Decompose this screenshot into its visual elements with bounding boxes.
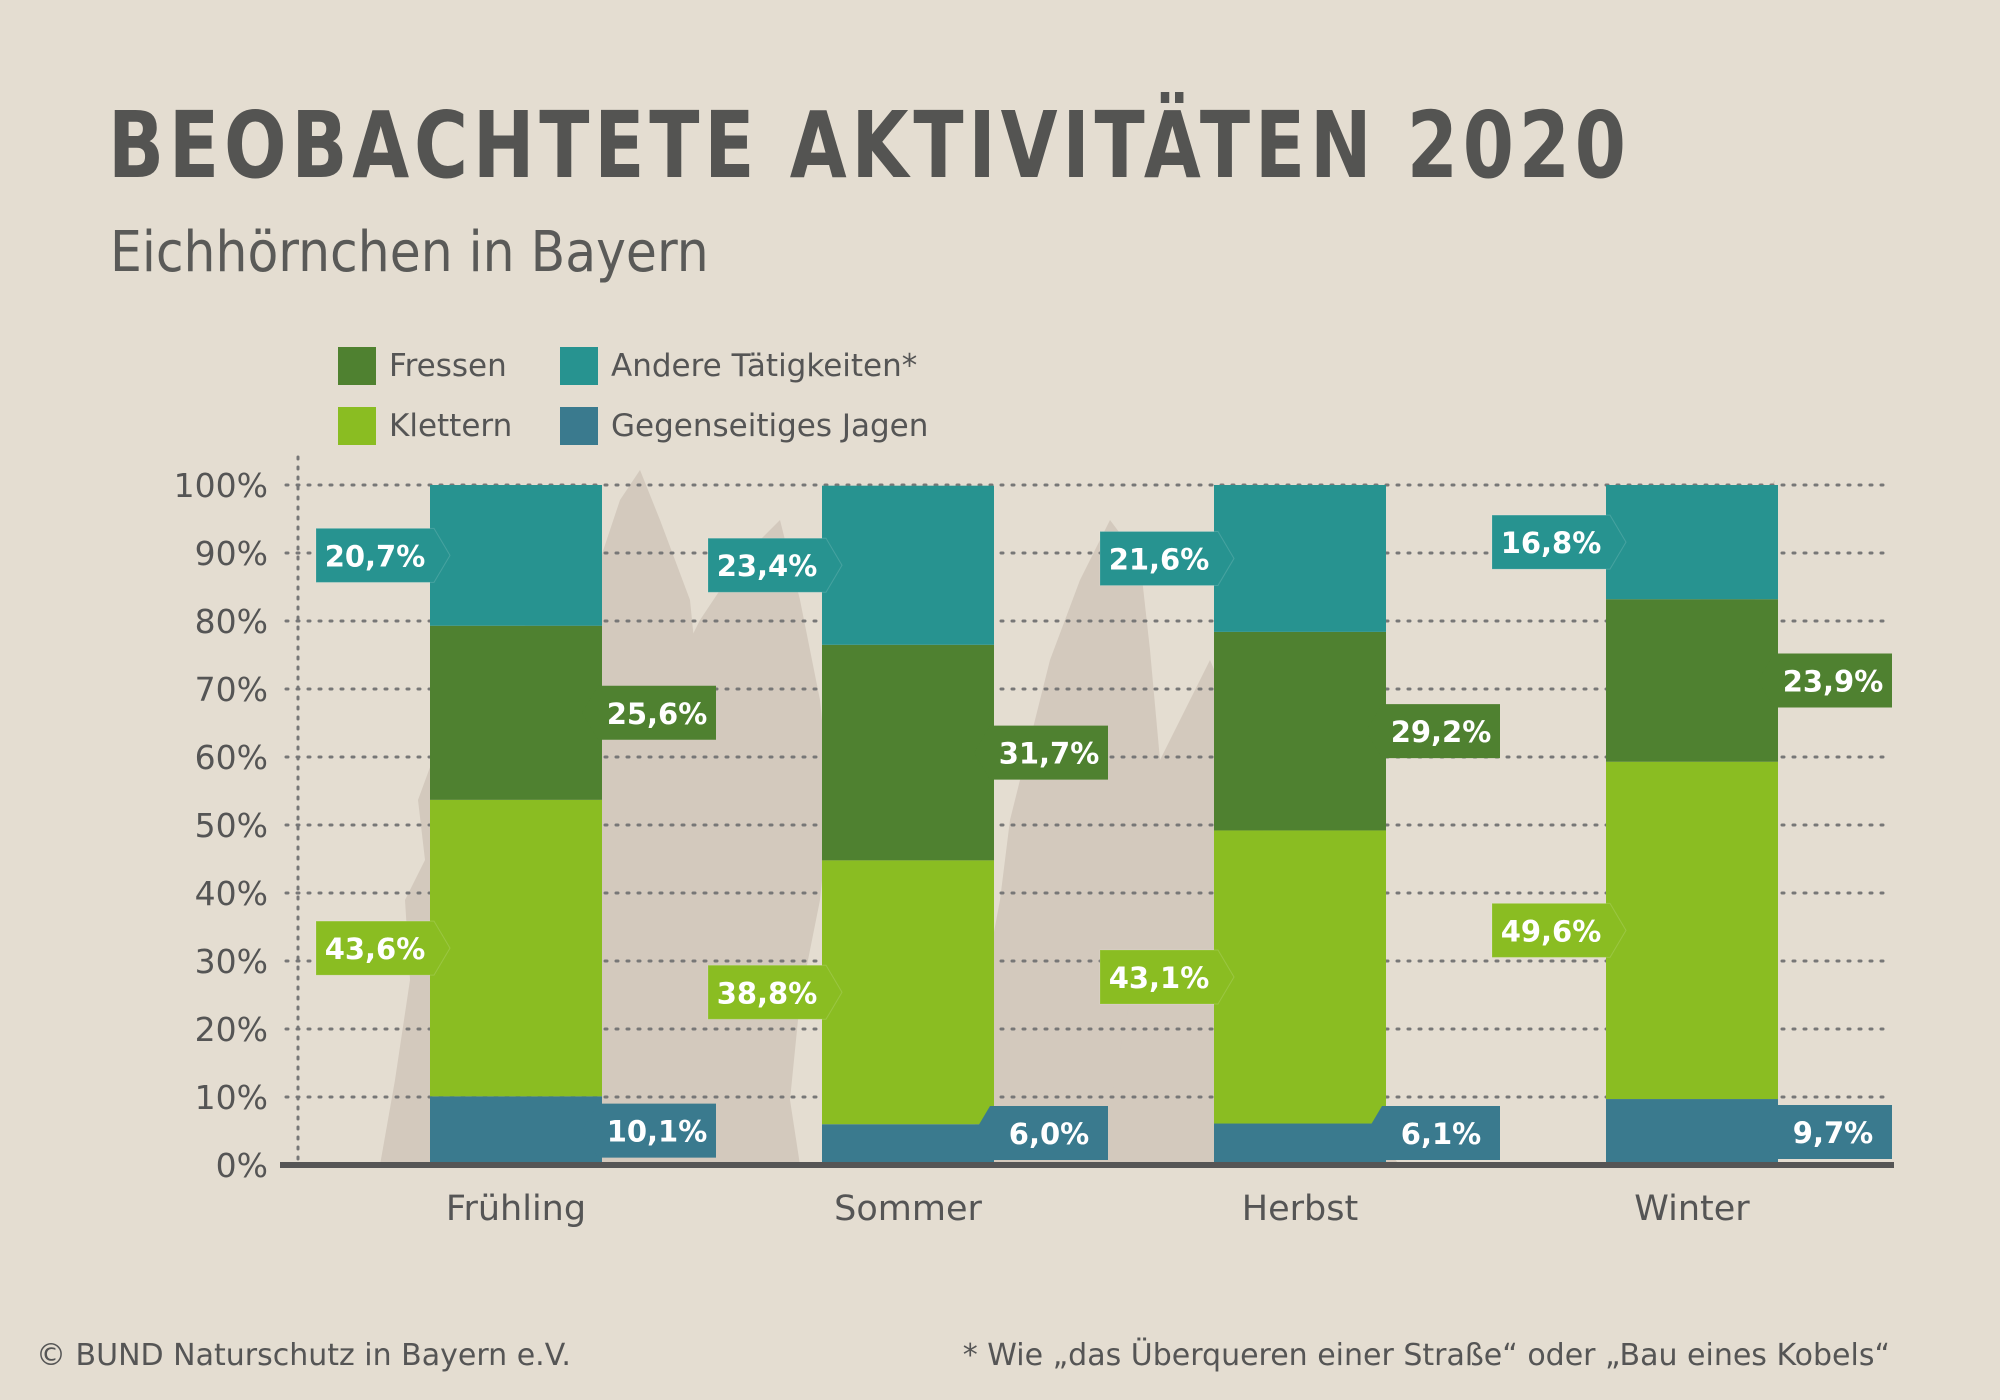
y-axis-ticks: 0% 10% 20% 30% 40% 50% 60% 70% 80% 90% 100% [174, 466, 268, 1185]
legend-label-jagen: Gegenseitiges Jagen [611, 408, 929, 444]
data-label: 38,8% [717, 976, 818, 1010]
y-tick-label: 60% [195, 738, 268, 777]
legend-swatch-andere [560, 347, 598, 385]
bar-segment [430, 485, 602, 626]
bar-segment [1606, 761, 1778, 1100]
legend-swatch-jagen [560, 407, 598, 445]
chart-subtitle: Eichhörnchen in Bayern [110, 220, 709, 285]
chart-title: BEOBACHTETE AKTIVITÄTEN 2020 [108, 92, 1631, 199]
bar-segment [1606, 1099, 1778, 1165]
data-label: 20,7% [325, 539, 426, 573]
legend-label-fressen: Fressen [389, 348, 507, 384]
data-label-box [582, 1103, 716, 1158]
data-label: 9,7% [1793, 1116, 1873, 1150]
bar-segment [430, 1096, 602, 1165]
data-label-box [1491, 902, 1627, 958]
x-tick-label: Herbst [1242, 1189, 1358, 1229]
data-label-box [1491, 514, 1627, 570]
data-label: 23,9% [1783, 665, 1884, 699]
data-label: 29,2% [1391, 715, 1492, 749]
data-label-box [1758, 653, 1892, 708]
bar-segment [430, 625, 602, 800]
footnote: * Wie „das Überqueren einer Straße“ oder… [962, 1338, 1890, 1373]
bar-segment [1214, 631, 1386, 831]
data-label: 43,1% [1109, 961, 1210, 995]
data-label: 25,6% [607, 697, 708, 731]
bar-segment [1214, 1123, 1386, 1165]
data-label: 21,6% [1109, 542, 1210, 576]
legend-item-jagen: Gegenseitiges Jagen [560, 407, 928, 445]
legend-label-klettern: Klettern [389, 408, 513, 444]
data-label-box [315, 920, 451, 976]
x-tick-label: Sommer [834, 1189, 982, 1229]
data-label: 6,1% [1401, 1117, 1481, 1151]
y-tick-label: 30% [195, 942, 268, 981]
x-tick-label: Frühling [446, 1189, 586, 1229]
data-label-box [315, 527, 451, 583]
legend-item-andere: Andere Tätigkeiten* [560, 347, 917, 385]
data-label-box [582, 685, 716, 740]
data-label-box [974, 725, 1108, 780]
data-label-box [707, 964, 843, 1020]
bar-segment [1214, 830, 1386, 1124]
data-label: 6,0% [1009, 1117, 1089, 1151]
bar-segment [1214, 485, 1386, 632]
bar-segment [822, 860, 994, 1125]
y-tick-label: 10% [195, 1078, 268, 1117]
bar-segment [1606, 599, 1778, 762]
bars [430, 485, 1778, 1165]
legend-label-andere: Andere Tätigkeiten* [611, 348, 918, 384]
data-label-box [707, 537, 843, 593]
x-tick-label: Winter [1634, 1189, 1750, 1229]
y-tick-label: 70% [195, 670, 268, 709]
data-label: 31,7% [999, 737, 1100, 771]
copyright-note: © BUND Naturschutz in Bayern e.V. [36, 1338, 571, 1373]
bar-segment [822, 1124, 994, 1165]
data-labels: 10,1% 43,6% 25,6% 20,7% 6,0% 38,8% 31,7% 23,4% 6… [315, 514, 1892, 1160]
legend-swatch-fressen [338, 347, 376, 385]
data-label-box [1099, 530, 1235, 586]
y-tick-label: 0% [216, 1146, 268, 1185]
data-label-box [1366, 704, 1500, 759]
y-tick-label: 20% [195, 1010, 268, 1049]
bar-segment [822, 485, 994, 645]
data-label: 16,8% [1501, 526, 1602, 560]
bar-segment [430, 799, 602, 1097]
y-tick-label: 100% [174, 466, 268, 505]
data-label: 49,6% [1501, 914, 1602, 948]
data-label-box [1366, 1106, 1500, 1160]
data-label: 23,4% [717, 549, 818, 583]
legend-item-klettern: Klettern [338, 407, 512, 445]
data-label-box [1099, 949, 1235, 1005]
y-tick-label: 80% [195, 602, 268, 641]
x-axis-ticks: Frühling Sommer Herbst Winter [280, 1162, 1894, 1229]
data-label-box [1758, 1105, 1892, 1160]
y-tick-label: 50% [195, 806, 268, 845]
data-label: 43,6% [325, 932, 426, 966]
legend-swatch-klettern [338, 407, 376, 445]
legend-item-fressen: Fressen [338, 347, 507, 385]
data-label-box [974, 1106, 1108, 1160]
data-label: 10,1% [607, 1115, 708, 1149]
y-tick-label: 90% [195, 534, 268, 573]
y-tick-label: 40% [195, 874, 268, 913]
bar-segment [1606, 485, 1778, 600]
bar-segment [822, 644, 994, 861]
